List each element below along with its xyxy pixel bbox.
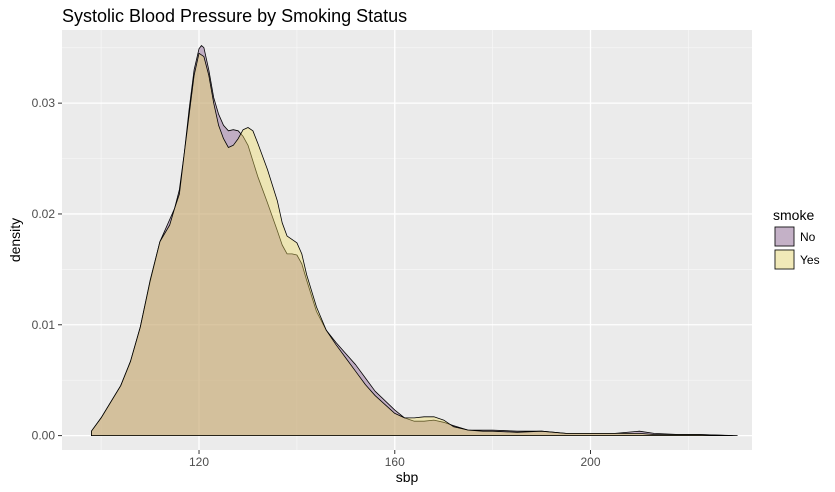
legend: smoke No Yes <box>773 207 820 270</box>
y-tick-label: 0.01 <box>32 318 56 332</box>
legend-title: smoke <box>773 207 814 223</box>
x-tick-label: 200 <box>580 455 600 469</box>
legend-swatch-yes <box>774 249 795 270</box>
x-tick-label: 120 <box>189 455 209 469</box>
legend-key-background <box>774 249 795 270</box>
y-tick-label: 0.03 <box>32 96 56 110</box>
x-axis: 120 160 200 <box>189 450 601 469</box>
y-axis: 0.00 0.01 0.02 0.03 <box>32 96 62 443</box>
legend-label-yes: Yes <box>800 253 820 267</box>
legend-label-no: No <box>800 230 816 244</box>
y-tick-label: 0.02 <box>32 207 56 221</box>
legend-key-background <box>774 226 795 247</box>
y-tick-label: 0.00 <box>32 429 56 443</box>
legend-entries: No Yes <box>774 226 820 270</box>
x-tick-label: 160 <box>385 455 405 469</box>
legend-swatch-no <box>774 226 795 247</box>
minor-gridlines <box>62 30 752 450</box>
density-areas <box>91 45 738 436</box>
y-axis-title: density <box>7 218 23 262</box>
x-axis-title: sbp <box>396 469 419 485</box>
chart-title: Systolic Blood Pressure by Smoking Statu… <box>62 6 407 26</box>
density-area-yes <box>91 52 738 436</box>
